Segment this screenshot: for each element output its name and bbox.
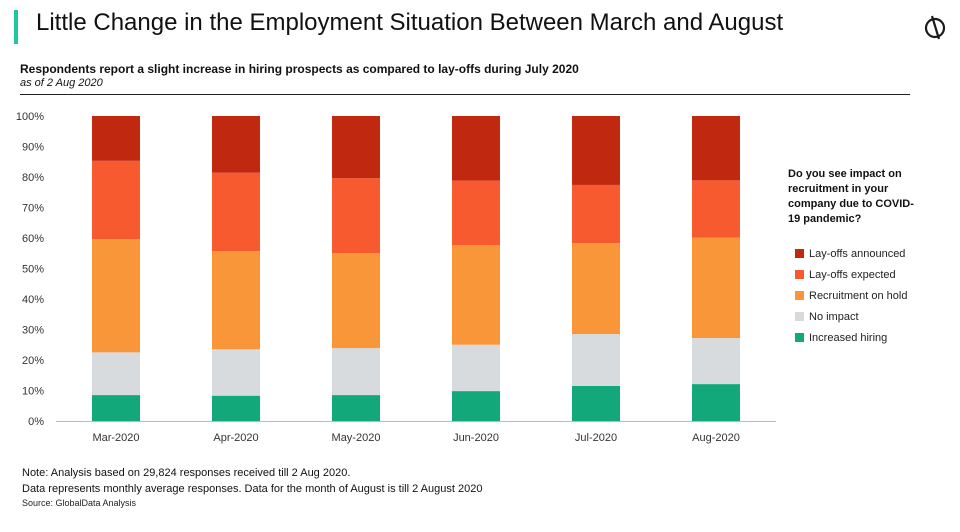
legend-item: Lay-offs announced — [795, 243, 907, 264]
bar-segment-lay-offs-announced — [692, 116, 740, 181]
x-tick-label: Mar-2020 — [92, 432, 139, 444]
bar-segment-lay-offs-expected — [332, 178, 380, 254]
footnote-line-2: Data represents monthly average response… — [22, 483, 483, 495]
header-divider — [20, 94, 910, 95]
bar-segment-no-impact — [332, 348, 380, 396]
x-tick-label: Aug-2020 — [692, 432, 740, 444]
legend-label: Lay-offs announced — [809, 247, 906, 260]
footnote: Note: Analysis based on 29,824 responses… — [22, 465, 482, 497]
chart-subtitle: Respondents report a slight increase in … — [20, 62, 579, 76]
legend-item: No impact — [795, 306, 907, 327]
bar-segment-no-impact — [692, 338, 740, 385]
x-tick-label: May-2020 — [332, 432, 381, 444]
legend-swatch — [795, 291, 804, 300]
bar-segment-recruitment-on-hold — [572, 243, 620, 335]
bar-segment-no-impact — [572, 334, 620, 386]
bar-segment-lay-offs-expected — [572, 184, 620, 244]
title-accent-bar — [14, 10, 18, 44]
legend-title: Do you see impact on recruitment in your… — [788, 168, 914, 225]
legend-item: Lay-offs expected — [795, 264, 907, 285]
bar-segment-lay-offs-announced — [572, 116, 620, 185]
source-text: Source: GlobalData Analysis — [22, 498, 137, 508]
y-tick-label: 40% — [22, 294, 44, 306]
bar-segment-lay-offs-announced — [212, 116, 260, 173]
y-tick-label: 30% — [22, 325, 44, 337]
bar-segment-no-impact — [92, 352, 140, 396]
legend-swatch — [795, 249, 804, 258]
bar-segment-recruitment-on-hold — [692, 237, 740, 339]
y-tick-label: 90% — [22, 142, 44, 154]
bar-segment-lay-offs-expected — [452, 180, 500, 246]
bar-segment-increased-hiring — [92, 395, 140, 421]
as-of-date: as of 2 Aug 2020 — [20, 77, 103, 89]
legend-label: Recruitment on hold — [809, 289, 908, 302]
bar-segment-recruitment-on-hold — [332, 253, 380, 349]
y-tick-label: 10% — [22, 386, 44, 398]
stacked-bar-chart: 0% 10% 20% 30% 40% 50% 60% 70% 80% 90% 100% Mar-202… — [16, 111, 776, 444]
bar-segment-recruitment-on-hold — [212, 251, 260, 350]
bar-segment-recruitment-on-hold — [92, 239, 140, 353]
x-tick-label: Jul-2020 — [575, 432, 617, 444]
legend-item: Increased hiring — [795, 327, 907, 348]
y-tick-label: 20% — [22, 355, 44, 367]
legend-label: Lay-offs expected — [809, 268, 896, 281]
bar-segment-lay-offs-announced — [452, 116, 500, 181]
bar-segment-lay-offs-announced — [92, 116, 140, 161]
bar-segment-increased-hiring — [332, 395, 380, 421]
legend-swatch — [795, 270, 804, 279]
y-tick-label: 70% — [22, 203, 44, 215]
bar-segment-increased-hiring — [572, 385, 620, 421]
y-tick-label: 100% — [16, 111, 44, 123]
legend-item: Recruitment on hold — [795, 285, 907, 306]
bar-segment-lay-offs-expected — [212, 172, 260, 252]
page-title: Little Change in the Employment Situatio… — [36, 9, 784, 36]
legend-swatch — [795, 312, 804, 321]
bar-segment-increased-hiring — [452, 391, 500, 421]
bar-segment-lay-offs-expected — [692, 180, 740, 238]
bar-segment-no-impact — [212, 349, 260, 396]
legend-label: No impact — [809, 310, 859, 323]
bar-segment-increased-hiring — [212, 395, 260, 421]
footnote-line-1: Note: Analysis based on 29,824 responses… — [22, 467, 351, 479]
legend-label: Increased hiring — [809, 331, 888, 344]
chart-legend: Lay-offs announced Lay-offs expected Recru… — [795, 243, 907, 348]
bar-segment-increased-hiring — [692, 384, 740, 421]
legend-swatch — [795, 333, 804, 342]
bar-segment-recruitment-on-hold — [452, 245, 500, 345]
x-tick-label: Apr-2020 — [213, 432, 258, 444]
bar-segment-no-impact — [452, 344, 500, 392]
y-tick-label: 60% — [22, 233, 44, 245]
y-tick-label: 0% — [28, 416, 44, 428]
bar-segment-lay-offs-expected — [92, 160, 140, 240]
x-tick-label: Jun-2020 — [453, 432, 499, 444]
bar-segment-lay-offs-announced — [332, 116, 380, 179]
y-tick-label: 80% — [22, 172, 44, 184]
y-tick-label: 50% — [22, 264, 44, 276]
globaldata-logo-icon — [924, 15, 946, 40]
